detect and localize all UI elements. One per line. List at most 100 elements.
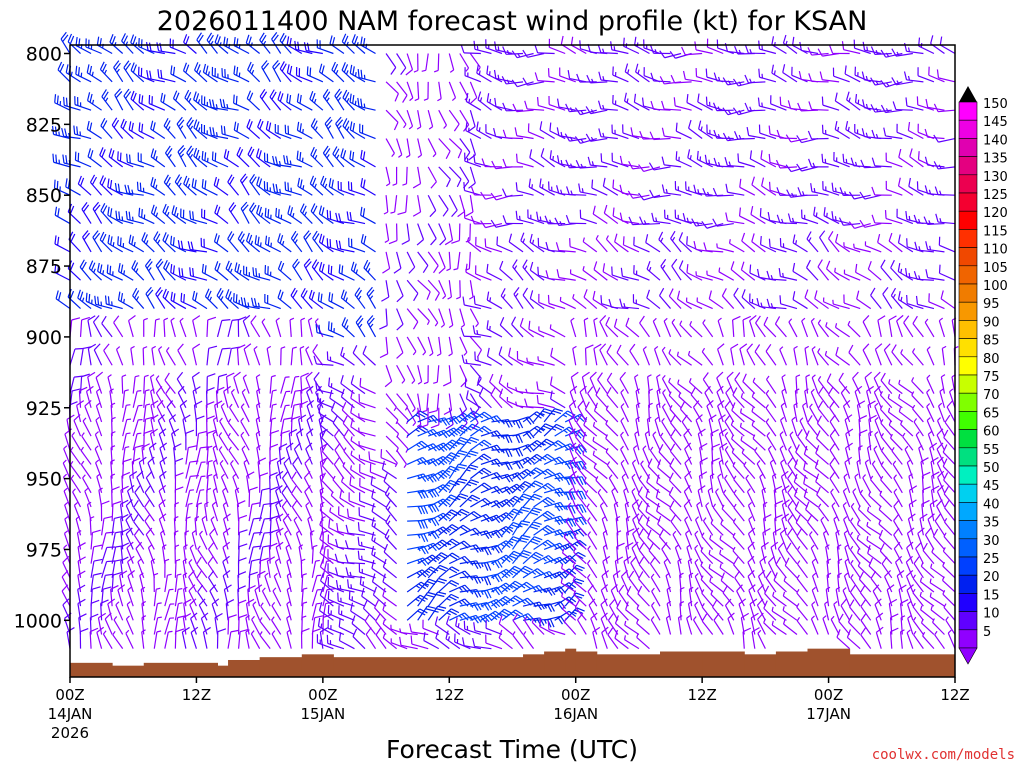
wind-barb — [256, 204, 271, 225]
barb-flag — [261, 91, 268, 100]
wind-barb — [417, 336, 427, 356]
wind-barb — [188, 584, 197, 607]
barb-half-flag — [112, 242, 115, 247]
barb-half-flag — [257, 302, 260, 308]
barb-shaft — [212, 490, 219, 508]
barb-half-flag — [319, 520, 322, 526]
barb-flag — [318, 233, 323, 243]
barb-flag — [238, 614, 248, 619]
wind-barb — [406, 425, 429, 437]
barb-flag — [349, 476, 352, 485]
barb-flag — [427, 605, 436, 609]
barb-shaft — [132, 433, 138, 451]
barb-half-flag — [337, 97, 342, 102]
barb-flag — [138, 207, 141, 217]
wind-barb — [202, 63, 218, 83]
barb-half-flag — [465, 67, 470, 72]
barb-flag — [502, 46, 507, 55]
barb-flag — [93, 572, 102, 576]
barb-half-flag — [502, 294, 506, 299]
wind-barb — [358, 413, 376, 423]
barb-shaft — [149, 433, 155, 451]
barb-shaft — [190, 618, 197, 635]
barb-shaft — [259, 532, 265, 550]
wind-barb — [219, 98, 239, 111]
barb-shaft — [121, 376, 124, 394]
barb-flag — [188, 584, 196, 592]
barb-shaft — [406, 393, 416, 409]
wind-barb — [350, 418, 366, 437]
wind-barb — [245, 232, 261, 253]
wind-barb — [335, 567, 355, 579]
barb-flag — [225, 260, 230, 269]
barb-shaft — [322, 561, 328, 578]
barb-flag — [335, 567, 339, 576]
barb-half-flag — [253, 346, 258, 350]
wind-barb — [239, 173, 250, 196]
terrain-segment — [849, 654, 956, 677]
barb-flag — [77, 289, 81, 299]
barb-flag — [227, 291, 232, 300]
barb-flag — [204, 265, 207, 274]
barb-half-flag — [110, 459, 115, 463]
barb-flag — [529, 526, 539, 530]
wind-barb — [82, 230, 92, 253]
wind-barb — [371, 531, 387, 550]
wind-barb — [168, 414, 177, 437]
barb-flag — [334, 148, 340, 157]
barb-flag — [361, 587, 365, 597]
barb-half-flag — [95, 459, 100, 464]
barb-flag — [61, 570, 69, 578]
barb-shaft — [135, 548, 145, 564]
wind-barb — [384, 223, 390, 243]
barb-shaft — [73, 505, 82, 522]
wind-barb — [381, 280, 390, 302]
barb-flag — [368, 289, 375, 297]
barb-flag — [379, 353, 388, 359]
wind-barb — [138, 456, 147, 479]
barb-shaft — [281, 506, 292, 522]
wind-barb — [448, 138, 463, 159]
barb-flag — [344, 120, 350, 129]
barb-flag — [264, 207, 267, 217]
wind-barb — [180, 292, 197, 310]
wind-barb — [422, 393, 429, 413]
wind-barb — [104, 612, 113, 635]
wind-barb — [333, 457, 345, 479]
barb-flag — [328, 292, 331, 301]
barb-shaft — [396, 435, 409, 450]
barb-half-flag — [137, 558, 142, 563]
wind-barb — [192, 386, 201, 408]
wind-barb — [92, 230, 103, 253]
barb-half-flag — [489, 297, 492, 302]
barb-shaft — [316, 363, 334, 366]
barb-flag — [136, 470, 144, 478]
wind-barb — [335, 116, 345, 139]
barb-shaft — [121, 475, 124, 493]
barb-flag — [425, 594, 435, 598]
barb-half-flag — [456, 512, 462, 516]
barb-shaft — [315, 392, 324, 409]
barb-shaft — [517, 161, 534, 168]
barb-half-flag — [94, 431, 99, 435]
barb-shaft — [207, 563, 218, 579]
barb-shaft — [417, 81, 420, 99]
barb-shaft — [107, 376, 113, 394]
barb-flag — [430, 424, 440, 429]
barb-flag — [109, 179, 113, 189]
barb-shaft — [61, 576, 71, 593]
wind-barb — [174, 573, 182, 593]
barb-half-flag — [272, 587, 277, 592]
barb-flag — [160, 92, 164, 102]
wind-barb — [322, 145, 334, 168]
wind-barb — [427, 308, 439, 327]
barb-flag — [216, 263, 221, 272]
barb-half-flag — [81, 432, 85, 437]
wind-barb — [206, 429, 216, 451]
barb-flag — [141, 123, 144, 133]
barb-shaft — [469, 166, 476, 184]
barb-half-flag — [458, 601, 463, 605]
barb-flag — [321, 443, 328, 452]
wind-barb — [406, 364, 416, 385]
barb-shaft — [406, 279, 419, 294]
